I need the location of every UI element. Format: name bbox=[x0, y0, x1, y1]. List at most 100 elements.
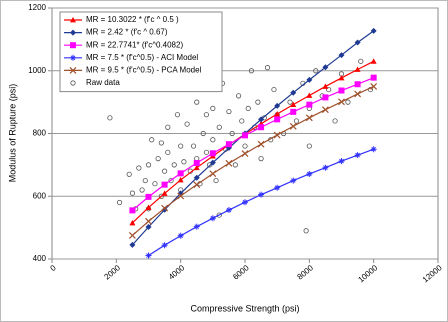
marker bbox=[290, 101, 297, 108]
marker bbox=[209, 159, 216, 166]
marker bbox=[239, 118, 245, 124]
marker bbox=[193, 174, 200, 181]
marker bbox=[306, 92, 313, 98]
marker bbox=[322, 83, 329, 89]
y-axis-title: Modulus of Rupture (psi) bbox=[7, 84, 17, 183]
marker bbox=[370, 146, 377, 153]
marker bbox=[370, 74, 377, 81]
marker bbox=[171, 162, 177, 168]
marker bbox=[210, 105, 216, 112]
marker bbox=[209, 170, 217, 178]
plot-layer bbox=[107, 27, 378, 259]
marker bbox=[287, 99, 293, 105]
marker bbox=[338, 52, 345, 59]
marker bbox=[225, 141, 232, 148]
marker bbox=[178, 143, 184, 149]
legend-label: Raw data bbox=[86, 78, 120, 87]
marker bbox=[165, 149, 171, 155]
marker bbox=[70, 29, 76, 36]
x-tick-label: 0 bbox=[48, 263, 58, 273]
marker bbox=[258, 124, 265, 131]
marker bbox=[306, 143, 312, 149]
marker bbox=[241, 150, 249, 158]
marker bbox=[271, 86, 277, 93]
marker bbox=[161, 206, 168, 213]
x-axis-title: Compressive Strength (psi) bbox=[190, 303, 299, 313]
marker bbox=[273, 131, 281, 139]
marker bbox=[210, 137, 216, 143]
marker bbox=[194, 99, 200, 105]
marker bbox=[225, 159, 233, 167]
marker bbox=[158, 140, 164, 146]
marker bbox=[128, 232, 136, 239]
marker bbox=[293, 118, 300, 124]
marker bbox=[274, 102, 281, 109]
marker bbox=[306, 101, 313, 108]
marker bbox=[274, 184, 281, 191]
marker bbox=[322, 164, 329, 171]
marker bbox=[235, 93, 242, 99]
marker bbox=[326, 86, 332, 93]
y-tick-label: 800 bbox=[33, 129, 47, 138]
marker bbox=[177, 232, 184, 239]
legend-label: MR = 9.5 * (f'c^0.5) - PCA Model bbox=[86, 66, 202, 75]
marker bbox=[338, 87, 345, 94]
marker bbox=[193, 223, 200, 230]
marker bbox=[161, 190, 168, 196]
marker bbox=[255, 99, 261, 105]
marker bbox=[116, 199, 123, 206]
marker bbox=[370, 27, 377, 34]
marker bbox=[70, 42, 76, 49]
marker bbox=[306, 170, 313, 177]
marker bbox=[190, 143, 197, 149]
marker bbox=[193, 159, 200, 166]
marker bbox=[145, 217, 152, 225]
marker bbox=[242, 132, 248, 139]
series-line bbox=[132, 77, 374, 211]
marker bbox=[338, 158, 345, 165]
marker bbox=[358, 58, 364, 64]
legend-label: MR = 7.5 * (f'c^0.5) - ACI Model bbox=[86, 53, 198, 62]
marker bbox=[70, 80, 76, 86]
marker bbox=[193, 181, 201, 189]
marker bbox=[203, 149, 209, 155]
marker bbox=[290, 89, 297, 96]
marker bbox=[216, 212, 222, 218]
marker bbox=[145, 252, 152, 259]
marker bbox=[274, 116, 281, 123]
marker bbox=[145, 193, 152, 200]
marker bbox=[126, 171, 132, 177]
marker bbox=[207, 162, 213, 168]
y-tick-label: 1000 bbox=[28, 66, 46, 75]
marker bbox=[274, 111, 281, 117]
marker bbox=[145, 223, 152, 230]
series-line bbox=[132, 60, 374, 224]
marker bbox=[354, 39, 361, 46]
marker bbox=[289, 122, 297, 130]
marker bbox=[107, 115, 113, 121]
marker bbox=[370, 83, 378, 90]
marker bbox=[177, 170, 184, 177]
marker bbox=[158, 193, 164, 199]
y-tick-label: 1200 bbox=[28, 3, 46, 12]
series-line bbox=[132, 85, 374, 236]
marker bbox=[200, 130, 206, 137]
marker bbox=[165, 124, 171, 130]
marker bbox=[152, 181, 158, 187]
marker bbox=[345, 99, 351, 105]
marker bbox=[174, 112, 181, 118]
marker bbox=[193, 164, 200, 171]
marker bbox=[338, 74, 345, 81]
marker bbox=[69, 66, 77, 74]
marker bbox=[161, 168, 168, 174]
marker bbox=[242, 143, 248, 149]
legend-label: MR = 10.3022 * (f'c ^ 0.5 ) bbox=[86, 15, 179, 24]
marker bbox=[258, 191, 265, 198]
marker bbox=[354, 90, 362, 98]
marker bbox=[145, 204, 152, 210]
marker bbox=[305, 114, 313, 122]
legend-label: MR = 22.7741* (f'c^0.4082) bbox=[86, 40, 183, 49]
marker bbox=[149, 137, 155, 143]
marker bbox=[229, 130, 235, 137]
